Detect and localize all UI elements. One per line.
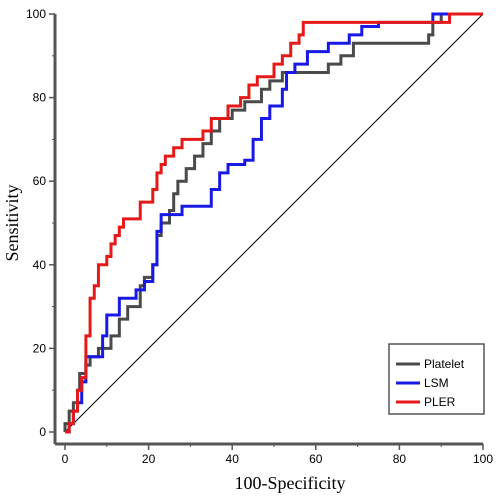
legend: Platelet LSM PLER (388, 343, 485, 415)
x-tick-label: 40 (226, 452, 240, 466)
y-tick-label: 100 (26, 7, 46, 21)
y-tick-label: 60 (33, 174, 47, 188)
axes: 0 20 40 60 80 100 0 20 40 60 80 100 (26, 7, 493, 466)
y-tick-label: 20 (33, 341, 47, 355)
y-tick-label: 80 (33, 91, 47, 105)
y-tick-label: 40 (33, 258, 47, 272)
reference-diagonal (64, 13, 484, 433)
y-axis-title: Sensitivity (2, 184, 22, 261)
plot-area (63, 12, 484, 434)
series-line-platelet (63, 12, 483, 432)
x-tick-label: 100 (473, 452, 493, 466)
x-tick-label: 0 (62, 452, 69, 466)
series-line-lsm (65, 12, 483, 434)
x-tick-label: 20 (142, 452, 156, 466)
legend-label-platelet: Platelet (424, 357, 465, 371)
legend-label-pler: PLER (424, 395, 456, 409)
legend-label-lsm: LSM (424, 376, 449, 390)
series-line-pler (65, 12, 483, 434)
x-axis-title: 100-Specificity (235, 473, 346, 493)
x-tick-label: 80 (393, 452, 407, 466)
y-tick-label: 0 (39, 425, 46, 439)
x-tick-label: 60 (309, 452, 323, 466)
